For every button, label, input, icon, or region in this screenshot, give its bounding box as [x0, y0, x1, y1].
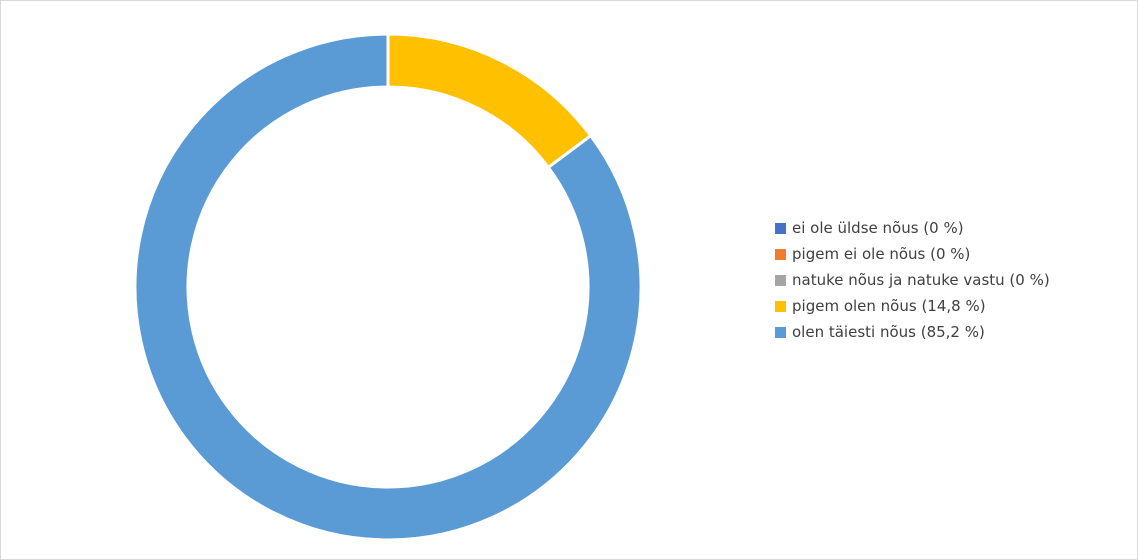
legend-label: pigem olen nõus (14,8 %): [792, 297, 986, 315]
legend-swatch: [775, 222, 786, 234]
legend-swatch: [775, 300, 786, 312]
legend-label: ei ole üldse nõus (0 %): [792, 219, 964, 237]
legend-item: natuke nõus ja natuke vastu (0 %): [775, 267, 1050, 293]
legend-label: natuke nõus ja natuke vastu (0 %): [792, 271, 1050, 289]
legend-swatch: [775, 274, 786, 286]
legend: ei ole üldse nõus (0 %) pigem ei ole nõu…: [775, 215, 1050, 345]
donut-slice: [133, 32, 643, 542]
legend-item: ei ole üldse nõus (0 %): [775, 215, 1050, 241]
legend-item: pigem ei ole nõus (0 %): [775, 241, 1050, 267]
legend-item: olen täiesti nõus (85,2 %): [775, 319, 1050, 345]
legend-label: olen täiesti nõus (85,2 %): [792, 323, 985, 341]
legend-label: pigem ei ole nõus (0 %): [792, 245, 971, 263]
donut-slice: [386, 32, 593, 170]
legend-item: pigem olen nõus (14,8 %): [775, 293, 1050, 319]
legend-swatch: [775, 326, 786, 338]
legend-swatch: [775, 248, 786, 260]
